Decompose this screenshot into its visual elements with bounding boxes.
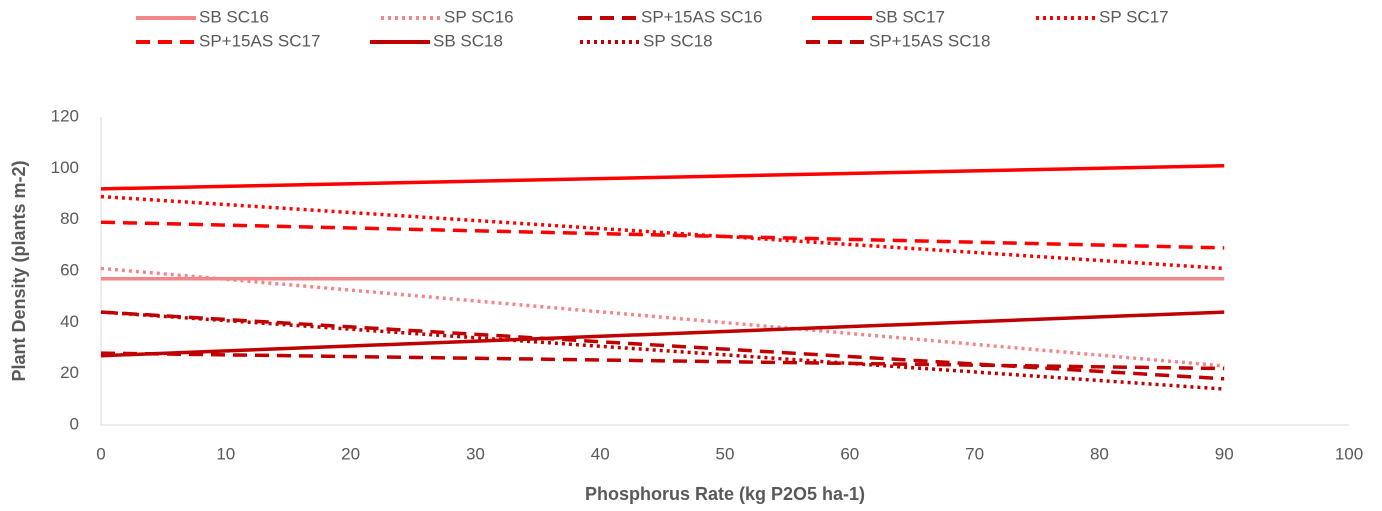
- x-tick-label: 100: [1335, 444, 1363, 463]
- legend-label: SB SC16: [199, 7, 269, 26]
- legend-label: SP+15AS SC16: [641, 7, 762, 26]
- legend-label: SB SC17: [875, 7, 945, 26]
- series-line: [100, 194, 1225, 271]
- x-tick-label: 70: [965, 444, 984, 463]
- legend-label: SP SC16: [444, 7, 514, 26]
- x-tick-label: 80: [1090, 444, 1109, 463]
- y-tick-label: 80: [60, 209, 79, 228]
- series-line: [100, 266, 1225, 368]
- series-line: [100, 220, 1225, 250]
- x-tick-label: 10: [216, 444, 235, 463]
- series-line: [100, 351, 1225, 371]
- legend-label: SP SC17: [1099, 7, 1169, 26]
- x-tick-label: 90: [1215, 444, 1234, 463]
- legend-label: SP SC18: [643, 31, 713, 50]
- legend-label: SB SC18: [433, 31, 503, 50]
- x-tick-label: 40: [591, 444, 610, 463]
- x-tick-label: 30: [466, 444, 485, 463]
- y-tick-label: 60: [60, 260, 79, 279]
- y-axis-title: Plant Density (plants m-2): [9, 160, 29, 381]
- series-line: [100, 164, 1225, 191]
- y-tick-label: 40: [60, 312, 79, 331]
- x-tick-label: 60: [840, 444, 859, 463]
- legend-label: SP+15AS SC18: [869, 31, 990, 50]
- x-tick-label: 20: [341, 444, 360, 463]
- y-tick-label: 0: [70, 414, 79, 433]
- y-tick-label: 120: [51, 106, 79, 125]
- x-tick-label: 0: [96, 444, 105, 463]
- y-tick-label: 20: [60, 363, 79, 382]
- y-tick-label: 100: [51, 158, 79, 177]
- x-axis-title: Phosphorus Rate (kg P2O5 ha-1): [585, 484, 865, 504]
- x-tick-label: 50: [716, 444, 735, 463]
- series-line: [100, 310, 1225, 358]
- series-line: [100, 310, 1225, 391]
- series-line: [100, 310, 1225, 381]
- legend-label: SP+15AS SC17: [199, 31, 320, 50]
